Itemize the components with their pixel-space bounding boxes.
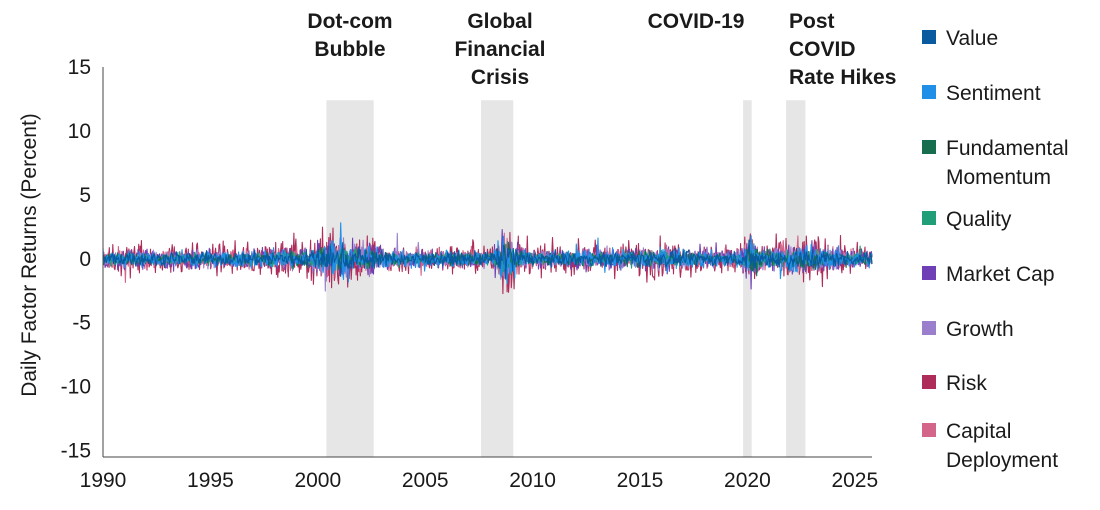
y-tick-label: -5 <box>72 312 91 335</box>
legend-item: Quality <box>922 208 1012 231</box>
legend-item: Growth <box>922 318 1014 341</box>
legend-item: Market Cap <box>922 263 1055 286</box>
period-annotation-line: Dot-com <box>307 10 392 33</box>
period-annotation-line: Rate Hikes <box>789 66 896 89</box>
y-tick-label: 0 <box>79 248 91 271</box>
x-tick-label: 2020 <box>724 469 771 492</box>
y-tick-label: 5 <box>79 184 91 207</box>
legend-swatch <box>922 375 936 389</box>
period-annotation-line: COVID <box>789 38 856 61</box>
period-annotations: Dot-com Bubble Global Financial Crisis COVID-… <box>307 10 896 89</box>
y-tick-label: -10 <box>61 376 91 399</box>
legend-label: Deployment <box>946 449 1058 472</box>
axes: 15 10 5 0 -5 -10 -15 1990 1995 2000 2005 2010 2015 20… <box>61 56 879 492</box>
legend-label: Quality <box>946 208 1012 231</box>
x-tick-label: 2025 <box>831 469 878 492</box>
period-annotation-line: Financial <box>454 38 545 61</box>
legend-label: Capital <box>946 420 1011 443</box>
legend-label: Value <box>946 27 998 50</box>
period-annotation-line: COVID-19 <box>648 10 745 33</box>
x-tick-label: 2010 <box>509 469 556 492</box>
legend-item: Risk <box>922 372 987 395</box>
period-annotation-line: Bubble <box>314 38 385 61</box>
legend-item: Sentiment <box>922 82 1041 105</box>
shaded-period-3 <box>786 100 806 457</box>
x-tick-label: 1990 <box>80 469 127 492</box>
legend-item: Fundamental Momentum <box>922 137 1069 189</box>
legend-label: Fundamental <box>946 137 1069 160</box>
y-tick-label: 10 <box>68 120 91 143</box>
legend: Value Sentiment Fundamental Momentum Quality… <box>922 27 1069 472</box>
x-tick-label: 1995 <box>187 469 234 492</box>
y-tick-label: -15 <box>61 440 91 463</box>
legend-label: Market Cap <box>946 263 1055 286</box>
period-annotation-line: Global <box>467 10 532 33</box>
x-tick-label: 2000 <box>294 469 341 492</box>
x-tick-label: 2005 <box>402 469 449 492</box>
x-tick-label: 2015 <box>617 469 664 492</box>
legend-swatch <box>922 321 936 335</box>
shaded-periods <box>326 100 806 457</box>
y-axis-label: Daily Factor Returns (Percent) <box>18 113 41 397</box>
legend-label: Risk <box>946 372 987 395</box>
legend-label: Growth <box>946 318 1014 341</box>
legend-label: Sentiment <box>946 82 1041 105</box>
y-tick-label: 15 <box>68 56 91 79</box>
legend-item: Capital Deployment <box>922 420 1058 472</box>
period-annotation-line: Post <box>789 10 835 33</box>
series-lines <box>102 222 873 295</box>
legend-label: Momentum <box>946 166 1051 189</box>
legend-swatch <box>922 85 936 99</box>
legend-item: Value <box>922 27 998 50</box>
legend-swatch <box>922 423 936 437</box>
series-line-value <box>102 239 873 280</box>
legend-swatch <box>922 30 936 44</box>
legend-swatch <box>922 211 936 225</box>
legend-swatch <box>922 140 936 154</box>
period-annotation-line: Crisis <box>471 66 529 89</box>
shaded-period-0 <box>326 100 374 457</box>
shaded-period-2 <box>743 100 752 457</box>
legend-swatch <box>922 266 936 280</box>
